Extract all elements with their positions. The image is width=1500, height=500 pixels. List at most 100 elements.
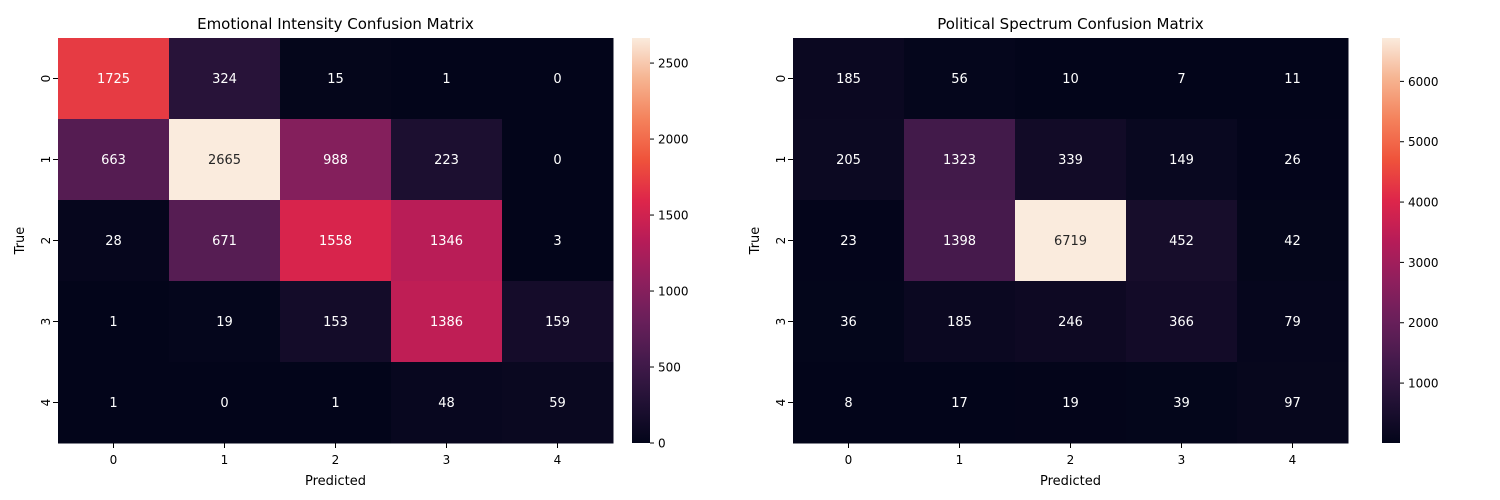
colorbar-tick-label: 2000 <box>658 133 689 147</box>
heatmap-cell <box>502 281 614 363</box>
heatmap-cell <box>391 362 503 444</box>
heatmap-cell <box>391 281 503 363</box>
cell-value-label: 1398 <box>943 234 976 249</box>
heatmap-cell <box>280 281 392 363</box>
cell-value-label: 1725 <box>97 72 130 87</box>
cell-value-label: 42 <box>1284 234 1301 249</box>
heatmap-cell <box>793 38 905 120</box>
heatmap-cell <box>1237 362 1349 444</box>
heatmap-panel-2: Political Spectrum Confusion Matrix 185 56… <box>748 15 1439 489</box>
y-tick-label: 4 <box>774 399 788 407</box>
cell-value-label: 11 <box>1284 72 1301 87</box>
y-tick-label: 3 <box>774 318 788 326</box>
heatmap-cell <box>1015 362 1127 444</box>
colorbar <box>632 38 650 443</box>
y-axis-label: True <box>748 227 763 256</box>
cell-value-label: 205 <box>836 153 861 168</box>
heatmap-cell <box>1015 281 1127 363</box>
colorbar-tick-label: 0 <box>658 437 666 451</box>
x-tick-label: 0 <box>110 453 118 467</box>
cell-value-label: 26 <box>1284 153 1301 168</box>
cell-value-label: 988 <box>323 153 348 168</box>
cell-value-label: 1 <box>109 315 117 330</box>
heatmap-cell <box>280 38 392 120</box>
y-tick-label: 2 <box>39 237 53 245</box>
cell-value-label: 1386 <box>430 315 463 330</box>
cell-value-label: 1 <box>331 396 339 411</box>
cell-value-label: 185 <box>836 72 861 87</box>
cell-value-label: 7 <box>1177 72 1185 87</box>
y-tick-label: 1 <box>774 156 788 164</box>
cell-value-label: 6719 <box>1054 234 1087 249</box>
heatmap-cell <box>169 119 281 201</box>
heatmap-cell <box>1126 281 1238 363</box>
cell-value-label: 59 <box>549 396 566 411</box>
heatmap-cell <box>793 362 905 444</box>
colorbar-tick-label: 6000 <box>1408 75 1439 89</box>
cell-value-label: 0 <box>553 153 561 168</box>
heatmap-cell <box>58 362 170 444</box>
cell-value-label: 1558 <box>319 234 352 249</box>
heatmap-cell <box>904 38 1016 120</box>
colorbar-tick-label: 3000 <box>1408 256 1439 270</box>
cell-value-label: 339 <box>1058 153 1083 168</box>
cell-value-label: 23 <box>840 234 857 249</box>
heatmap-cell <box>1126 38 1238 120</box>
cell-value-label: 1 <box>109 396 117 411</box>
cell-value-label: 452 <box>1169 234 1194 249</box>
cell-value-label: 1323 <box>943 153 976 168</box>
heatmap-cell <box>391 38 503 120</box>
cell-value-label: 48 <box>438 396 455 411</box>
heatmap-cell <box>58 200 170 282</box>
x-tick-label: 0 <box>845 453 853 467</box>
heatmap-cell <box>502 119 614 201</box>
heatmap-cell <box>904 119 1016 201</box>
heatmap-cell <box>169 38 281 120</box>
colorbar-tick-label: 4000 <box>1408 196 1439 210</box>
cell-value-label: 10 <box>1062 72 1079 87</box>
cell-value-label: 15 <box>327 72 344 87</box>
x-tick-label: 1 <box>956 453 964 467</box>
colorbar-tick-label: 1500 <box>658 209 689 223</box>
heatmap-cell <box>1126 362 1238 444</box>
heatmap-cell <box>904 281 1016 363</box>
heatmap-cell <box>793 119 905 201</box>
cell-value-label: 149 <box>1169 153 1194 168</box>
heatmap-cell <box>169 200 281 282</box>
heatmap-cell <box>1126 200 1238 282</box>
cell-value-label: 2665 <box>208 153 241 168</box>
cell-value-label: 159 <box>545 315 570 330</box>
heatmap-cell <box>280 362 392 444</box>
colorbar <box>1382 38 1400 443</box>
cell-value-label: 1 <box>442 72 450 87</box>
y-tick-label: 0 <box>774 75 788 83</box>
heatmap-cell <box>1015 119 1127 201</box>
heatmap-cell <box>1015 200 1127 282</box>
colorbar-tick-label: 2000 <box>1408 316 1439 330</box>
heatmap-cell <box>1237 38 1349 120</box>
heatmap-cell <box>391 200 503 282</box>
y-tick-label: 1 <box>39 156 53 164</box>
y-tick-label: 3 <box>39 318 53 326</box>
cell-value-label: 28 <box>105 234 122 249</box>
cell-value-label: 8 <box>844 396 852 411</box>
heatmap-panel-1: Emotional Intensity Confusion Matrix 1725… <box>13 15 689 489</box>
cell-value-label: 185 <box>947 315 972 330</box>
heatmap-cell <box>1237 119 1349 201</box>
heatmap-cell <box>1237 200 1349 282</box>
cell-value-label: 663 <box>101 153 126 168</box>
heatmap-cell <box>280 119 392 201</box>
y-tick-label: 2 <box>774 237 788 245</box>
x-tick-label: 2 <box>1067 453 1075 467</box>
y-axis-label: True <box>13 227 28 256</box>
heatmap-cell <box>1237 281 1349 363</box>
heatmap-cell <box>1126 119 1238 201</box>
heatmap-cell <box>169 362 281 444</box>
x-tick-label: 2 <box>332 453 340 467</box>
x-tick-label: 4 <box>554 453 562 467</box>
heatmap-cell <box>169 281 281 363</box>
cell-value-label: 19 <box>216 315 233 330</box>
x-axis-label: Predicted <box>1040 474 1101 489</box>
colorbar-tick-label: 1000 <box>658 285 689 299</box>
